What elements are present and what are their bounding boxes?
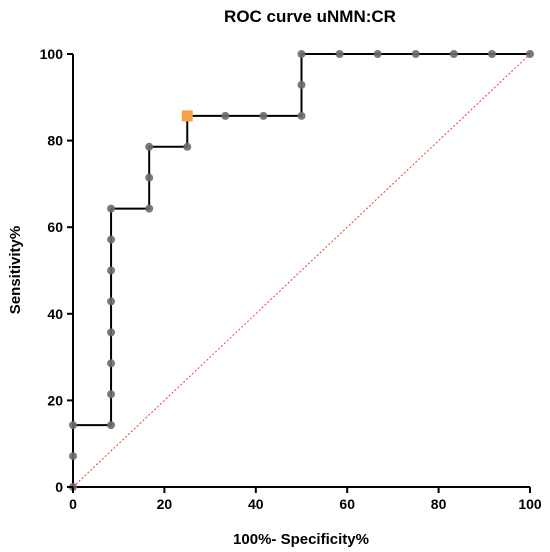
roc-point xyxy=(449,50,458,58)
x-tick-label: 20 xyxy=(157,496,173,512)
roc-point xyxy=(373,50,382,58)
roc-point xyxy=(297,80,306,89)
roc-point xyxy=(411,50,420,58)
roc-point xyxy=(107,235,116,244)
roc-point xyxy=(145,173,154,182)
y-tick-label: 60 xyxy=(47,219,63,235)
roc-point xyxy=(69,421,77,430)
roc-point xyxy=(69,452,77,461)
roc-point xyxy=(259,111,268,120)
y-tick-layer: 0 20 40 60 80 100 xyxy=(40,46,73,495)
x-tick-layer: 0 20 40 60 80 100 xyxy=(69,487,542,512)
plot-area: 0 20 40 60 80 100 0 20 40 60 80 100 xyxy=(40,46,542,512)
x-axis-label: 100%- Specificity% xyxy=(233,531,369,548)
roc-point xyxy=(107,328,116,337)
roc-point xyxy=(297,50,306,58)
chart-title: ROC curve uNMN:CR xyxy=(224,7,396,26)
optimal-cutoff-marker xyxy=(181,110,193,122)
y-tick-label: 20 xyxy=(47,392,63,408)
roc-point xyxy=(145,204,154,213)
highlight-layer xyxy=(181,110,193,122)
x-tick-label: 60 xyxy=(339,496,355,512)
roc-point xyxy=(335,50,344,58)
roc-point xyxy=(107,297,116,306)
x-tick-label: 100 xyxy=(518,496,542,512)
x-tick-label: 0 xyxy=(69,496,77,512)
point-marker-layer xyxy=(69,50,534,491)
roc-point xyxy=(526,50,534,58)
roc-point xyxy=(297,111,306,120)
roc-point xyxy=(145,142,154,151)
y-axis-label: Sensitivity% xyxy=(7,226,24,314)
y-tick-label: 0 xyxy=(55,479,63,495)
roc-point xyxy=(487,50,496,58)
roc-point xyxy=(107,421,116,430)
x-tick-label: 80 xyxy=(431,496,447,512)
x-tick-label: 40 xyxy=(248,496,264,512)
roc-point xyxy=(107,359,116,368)
reference-line-layer xyxy=(72,53,531,488)
y-tick-label: 40 xyxy=(47,306,63,322)
reference-diagonal-line xyxy=(72,53,531,488)
roc-point xyxy=(221,111,230,120)
roc-point xyxy=(107,266,116,275)
roc-point xyxy=(107,390,116,399)
roc-point xyxy=(107,204,116,213)
roc-point xyxy=(183,142,192,151)
y-tick-label: 80 xyxy=(47,133,63,149)
y-tick-label: 100 xyxy=(40,46,64,62)
